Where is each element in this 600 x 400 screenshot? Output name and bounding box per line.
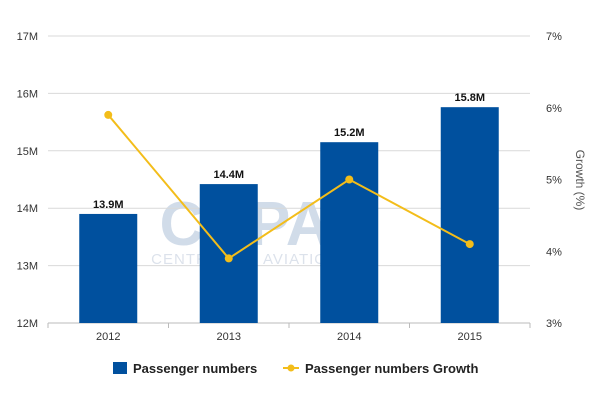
axes: 12M 13M 14M 15M 16M 17M 3% 4% 5% 6% 7% 2012 2013 2014… — [17, 31, 563, 343]
y-left-tick-label: 17M — [17, 31, 38, 43]
y-right-tick-label: 6% — [546, 103, 562, 115]
bar — [320, 142, 379, 323]
legend: Passenger numbers Passenger numbers Grow… — [113, 361, 478, 376]
y-left-tick-label: 13M — [17, 261, 38, 273]
bar — [440, 107, 499, 324]
y-right-tick-label: 4% — [546, 246, 562, 258]
y-left-tick-label: 12M — [17, 318, 38, 330]
growth-point — [104, 110, 113, 119]
bar-data-label: 15.8M — [454, 92, 485, 104]
bar — [79, 213, 138, 323]
x-tick-label: 2013 — [217, 331, 241, 343]
bar-data-label: 13.9M — [93, 199, 124, 211]
legend-label-line: Passenger numbers Growth — [305, 361, 478, 376]
x-tick-label: 2012 — [96, 331, 120, 343]
legend-label-bar: Passenger numbers — [133, 361, 257, 376]
bar — [199, 184, 258, 323]
growth-point — [345, 175, 354, 184]
x-tick-label: 2014 — [337, 331, 361, 343]
y-right-tick-label: 7% — [546, 31, 562, 43]
right-axis-title: Growth (%) — [573, 150, 587, 211]
x-tick-label: 2015 — [458, 331, 482, 343]
y-right-tick-label: 5% — [546, 175, 562, 187]
y-left-tick-label: 14M — [17, 203, 38, 215]
bar-data-label: 14.4M — [213, 169, 244, 181]
legend-swatch-bar — [113, 362, 127, 374]
y-left-tick-label: 15M — [17, 146, 38, 158]
growth-point — [224, 254, 233, 263]
legend-swatch-marker — [287, 364, 295, 372]
bar-data-label: 15.2M — [334, 127, 365, 139]
y-left-tick-label: 16M — [17, 88, 38, 100]
y-right-tick-label: 3% — [546, 318, 562, 330]
line-series — [104, 110, 474, 263]
growth-point — [465, 240, 474, 249]
bar-series: 13.9M 14.4M 15.2M 15.8M — [79, 92, 499, 324]
growth-line — [107, 114, 471, 260]
